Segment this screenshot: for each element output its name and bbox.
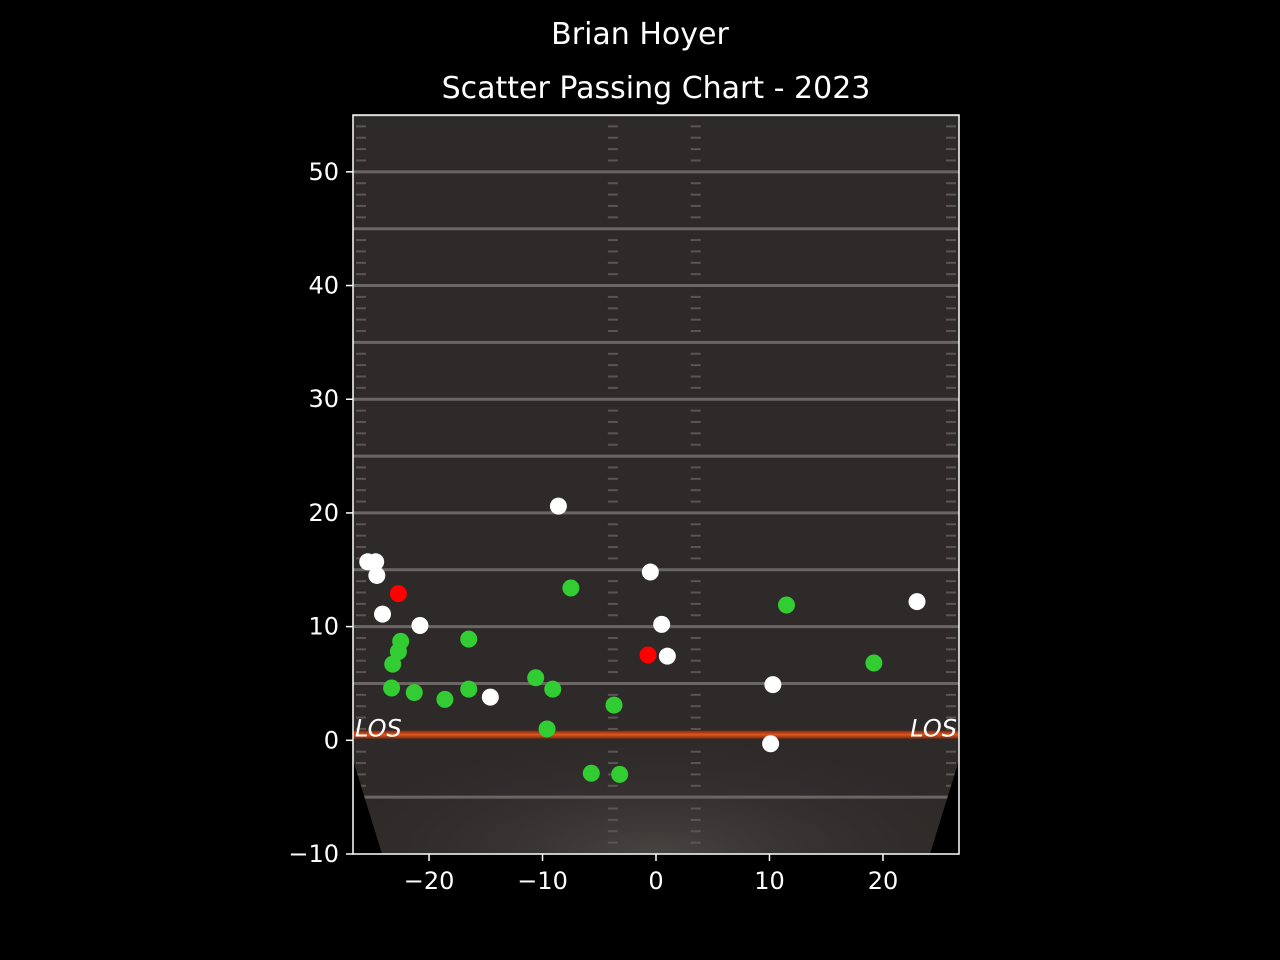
scatter-point (762, 735, 780, 753)
y-axis: −10 0 10 20 30 40 50 (288, 158, 353, 868)
scatter-point (582, 764, 600, 782)
scatter-point (527, 669, 545, 687)
field-corner-left (353, 760, 382, 854)
field-corner-right (930, 760, 959, 854)
y-tick-label: −10 (288, 840, 339, 868)
x-tick-label: 20 (868, 867, 899, 895)
x-tick-label: −20 (404, 867, 455, 895)
scatter-point (549, 497, 567, 515)
scatter-point (778, 596, 796, 614)
scatter-point (436, 690, 454, 708)
scatter-points (359, 497, 926, 783)
scatter-point (367, 553, 385, 571)
scatter-point (368, 566, 386, 584)
scatter-point (405, 684, 423, 702)
y-tick-label: 10 (308, 613, 339, 641)
scatter-point (865, 654, 883, 672)
los-label-right: LOS (910, 715, 957, 743)
scatter-point (641, 563, 659, 581)
scatter-point (374, 605, 392, 623)
scatter-point (481, 688, 499, 706)
y-tick-label: 0 (324, 726, 339, 754)
scatter-point (460, 630, 478, 648)
chart-title: Scatter Passing Chart - 2023 (442, 71, 871, 106)
scatter-point (544, 680, 562, 698)
y-tick-label: 20 (308, 499, 339, 527)
y-tick-label: 30 (308, 385, 339, 413)
scatter-point (411, 616, 429, 634)
x-tick-label: −10 (517, 867, 568, 895)
chart-suptitle: Brian Hoyer (551, 17, 729, 52)
x-axis: −20 −10 0 10 20 (404, 854, 899, 895)
scatter-point (764, 676, 782, 694)
plot-area: LOS LOS (353, 115, 959, 854)
x-tick-label: 0 (648, 867, 663, 895)
scatter-point (605, 696, 623, 714)
scatter-point (562, 579, 580, 597)
scatter-point (460, 680, 478, 698)
los-label-left: LOS (355, 715, 402, 743)
scatter-point (653, 615, 671, 633)
scatter-point (908, 593, 926, 611)
scatter-point (383, 679, 401, 697)
field-glow (353, 640, 959, 854)
scatter-point (611, 765, 629, 783)
scatter-point (389, 585, 407, 603)
y-tick-label: 50 (308, 158, 339, 186)
x-tick-label: 10 (754, 867, 785, 895)
scatter-point (639, 646, 657, 664)
scatter-point (658, 647, 676, 665)
scatter-point (538, 720, 556, 738)
line-of-scrimmage (353, 730, 959, 739)
scatter-point (384, 655, 402, 673)
y-tick-label: 40 (308, 272, 339, 300)
